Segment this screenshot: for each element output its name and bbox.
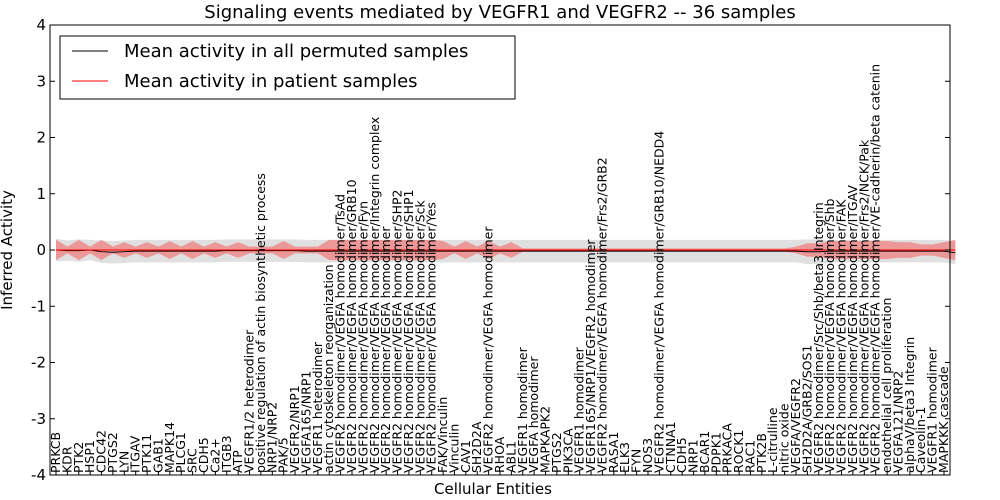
legend-entry-0: Mean activity in all permuted samples: [124, 41, 468, 62]
x-tick-label: KDR: [59, 446, 74, 473]
x-tick-label: VEGFR2 homodimer/VEGFA homodimer/Frs2/NC…: [856, 139, 871, 473]
series-line-0: [55, 249, 956, 254]
x-tick-label: VEGFA homodimer: [526, 356, 541, 473]
x-tick-label: VEGFR2 homodimer/Src/Shb/beta3 Integrin: [811, 202, 826, 473]
x-tick-label: CDH5: [674, 437, 689, 473]
x-tick-label: NRP1/NRP2: [264, 402, 279, 473]
x-tick-label: SRC: [185, 448, 200, 473]
y-tick-label: 3: [36, 72, 46, 90]
legend-box: [59, 35, 516, 100]
y-tick-label: -1: [31, 297, 46, 315]
x-tick-label: ROCK1: [731, 430, 746, 473]
x-tick-label: CDC42: [94, 430, 109, 473]
y-tick-label: 0: [36, 241, 46, 259]
x-tick-label: MAPKAPK2: [538, 406, 553, 473]
x-tick-label: VEGFR2 homodimer/VEGFA homodimer/VE-cadh…: [868, 64, 883, 473]
x-tick-label: VEGFR2 homodimer/VEGFA homodimer/Fyn: [355, 201, 370, 473]
x-tick-label: VEGFR1/2 heterodimer: [242, 329, 257, 473]
x-tick-label: ITGAV: [128, 435, 143, 473]
x-tick-label: actin cytoskeleton reorganization: [321, 264, 336, 473]
x-tick-label: PTGS2: [105, 432, 120, 473]
x-tick-label: CTNNA1: [663, 421, 678, 473]
x-tick-label: VEGFR1 homodimer: [515, 346, 530, 473]
chart-title: Signaling events mediated by VEGFR1 and …: [204, 2, 795, 23]
x-tick-label: PAK/5: [276, 437, 291, 473]
x-tick-label: VEGFR1 homodimer: [925, 346, 940, 473]
x-tick-label: BCAR1: [697, 431, 712, 473]
x-tick-label: FAK/Vinculin: [435, 397, 450, 473]
x-tick-label: PDPK1: [708, 432, 723, 473]
x-tick-label: PLCG1: [173, 432, 188, 473]
x-tick-label: CAV1: [458, 440, 473, 473]
x-tick-label: VEGFR1 heterodimer: [310, 341, 325, 473]
x-tick-label: VEGFR2 homodimer/VEGFA homodimer/GRB10: [344, 179, 359, 473]
x-tick-label: VEGFR2 homodimer/VEGFA homodimer/SHP1: [401, 189, 416, 473]
x-tick-label: SH2D2A/GRB2/SOS1: [799, 345, 814, 473]
plot-area: -4-3-2-101234PRKCBKDRPTK2HSP1CDC42PTGS2L…: [31, 16, 956, 484]
x-tick-label: VEGFR2 homodimer/VEGFA homodimer: [481, 226, 496, 473]
x-tick-label: PTK11: [139, 434, 154, 473]
x-tick-label: PTK2B: [754, 433, 769, 473]
x-tick-label: VEGFR2 homodimer/VEGFA homodimer/ITGAV: [845, 185, 860, 473]
y-tick-label: -2: [31, 354, 46, 372]
y-tick-label: 4: [36, 16, 46, 34]
x-tick-label: RAC1: [742, 440, 757, 473]
x-tick-label: VEGFR2/NRP1: [287, 385, 302, 473]
x-tick-label: VEGFR2 homodimer/VEGFA homodimer/Frs2/GR…: [594, 157, 609, 473]
x-tick-label: VEGFR2 homodimer/VEGFA homodimer/Integri…: [367, 117, 382, 473]
x-tick-label: VEGFA/VEGFR2: [788, 378, 803, 473]
x-tick-label: PIK3CA: [560, 428, 575, 473]
x-tick-label: L-citrulline: [765, 407, 780, 473]
x-tick-label: PTK2: [71, 442, 86, 473]
x-tick-label: VEGFR2 homodimer/VEGFA homodimer: [378, 226, 393, 473]
x-tick-label: ITGB3: [219, 435, 234, 473]
x-tick-label: ABL1: [503, 441, 518, 473]
x-tick-label: NRP1: [686, 439, 701, 473]
x-tick-label: VEGFR2 homodimer/VEGFA homodimer/Sck: [412, 200, 427, 473]
x-tick-label: VEGFA121/NRP2: [890, 371, 905, 473]
x-tick-label: RASA1: [606, 432, 621, 473]
x-tick-label: PRKCB: [48, 432, 63, 473]
x-tick-label: VEGFR2 homodimer/VEGFA homodimer/SHP2: [390, 189, 405, 473]
x-tick-label: FYN: [629, 449, 644, 473]
x-tick-label: VEGFR2 homodimer/VEGFA homodimer/Shb: [822, 198, 837, 473]
x-tick-label: Ca2+: [207, 438, 222, 473]
x-tick-label: nitric oxide: [777, 403, 792, 473]
x-tick-label: RHOA: [492, 436, 507, 473]
x-tick-label: VEGFR2 homodimer/VEGFA homodimer/Yes: [424, 202, 439, 473]
y-tick-label: -4: [31, 466, 46, 484]
x-tick-label: PTGS2: [549, 432, 564, 473]
x-tick-label: PRKACA: [720, 423, 735, 473]
x-tick-label: MAPK14: [162, 422, 177, 473]
y-tick-label: 2: [36, 129, 46, 147]
x-tick-label: Vinculin: [446, 424, 461, 473]
x-tick-label: MAPKKK cascade: [936, 366, 951, 473]
x-tick-label: VEGFR2 homodimer/VEGFA homodimer/GRB10/N…: [651, 131, 666, 473]
x-tick-label: endothelial cell proliferation: [879, 298, 894, 473]
x-tick-label: ELK3: [617, 442, 632, 473]
x-tick-label: VEGFR1 homodimer: [572, 346, 587, 473]
x-tick-label: VEGFA165/NRP1: [298, 371, 313, 473]
y-axis-label: Inferred Activity: [0, 190, 16, 310]
x-tick-label: ATP: [230, 450, 245, 473]
y-tick-label: -3: [31, 410, 46, 428]
x-tick-label: alphaV/beta3 Integrin: [902, 337, 917, 473]
x-tick-label: LYN: [116, 451, 131, 473]
x-tick-label: positive regulation of actin biosyntheti…: [253, 173, 268, 473]
x-tick-label: SH2D2A: [469, 421, 484, 473]
x-tick-label: VEGFR2 homodimer/VEGFA homodimer/TsAd: [333, 194, 348, 473]
x-tick-label: VEGFR2 homodimer/VEGFA homodimer/FAK: [834, 199, 849, 473]
legend-entry-1: Mean activity in patient samples: [124, 71, 418, 92]
x-tick-label: Caveolin-1: [913, 407, 928, 473]
x-tick-label: NOS3: [640, 438, 655, 473]
x-axis-label: Cellular Entities: [434, 480, 552, 498]
x-tick-label: VEGFR165/NRP1/VEGFR2 homodimer: [583, 239, 598, 473]
y-tick-label: 1: [36, 185, 46, 203]
x-tick-label: GAB1: [150, 438, 165, 473]
x-tick-label: CDH5: [196, 437, 211, 473]
x-tick-label: HSP1: [82, 440, 97, 473]
